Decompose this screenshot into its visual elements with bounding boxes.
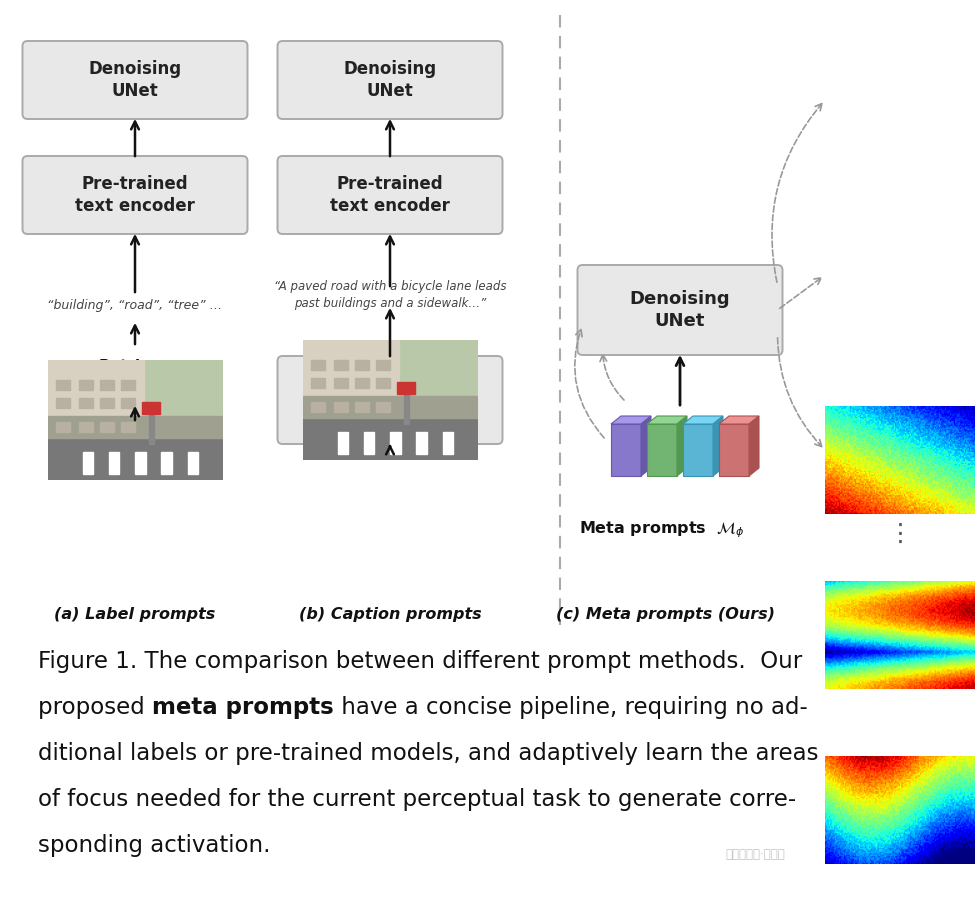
Text: Meta prompts  $\mathcal{M}_\phi$: Meta prompts $\mathcal{M}_\phi$ xyxy=(579,520,745,541)
Text: ditional labels or pre-trained models, and adaptively learn the areas: ditional labels or pre-trained models, a… xyxy=(38,742,818,765)
Text: of focus needed for the current perceptual task to generate corre-: of focus needed for the current perceptu… xyxy=(38,788,796,811)
Text: Pre-trained
captioning
model: Pre-trained captioning model xyxy=(337,369,443,431)
FancyBboxPatch shape xyxy=(577,265,782,355)
FancyBboxPatch shape xyxy=(277,356,503,444)
Polygon shape xyxy=(641,416,651,476)
Text: have a concise pipeline, requiring no ad-: have a concise pipeline, requiring no ad… xyxy=(334,696,808,719)
Text: Denoising
UNet: Denoising UNet xyxy=(88,60,181,100)
Text: Denoising
UNet: Denoising UNet xyxy=(630,290,730,330)
Text: meta prompts: meta prompts xyxy=(152,696,334,719)
Text: Pre-trained
text encoder: Pre-trained text encoder xyxy=(75,175,195,215)
Text: sponding activation.: sponding activation. xyxy=(38,834,270,857)
Text: proposed: proposed xyxy=(38,696,152,719)
Polygon shape xyxy=(749,416,759,476)
Text: “A paved road with a bicycle lane leads
past buildings and a sidewalk…”: “A paved road with a bicycle lane leads … xyxy=(273,280,507,310)
Polygon shape xyxy=(611,416,651,424)
Bar xyxy=(611,424,641,476)
Text: (b) Caption prompts: (b) Caption prompts xyxy=(299,608,481,622)
FancyBboxPatch shape xyxy=(23,156,248,234)
Text: Denoising
UNet: Denoising UNet xyxy=(343,60,436,100)
Text: (a) Label prompts: (a) Label prompts xyxy=(54,608,216,622)
FancyBboxPatch shape xyxy=(23,41,248,119)
Text: (c) Meta prompts (Ours): (c) Meta prompts (Ours) xyxy=(556,608,774,622)
Text: ⋮: ⋮ xyxy=(888,522,912,546)
Polygon shape xyxy=(677,416,687,476)
FancyBboxPatch shape xyxy=(277,41,503,119)
FancyBboxPatch shape xyxy=(277,156,503,234)
Text: Figure 1. The comparison between different prompt methods.  Our: Figure 1. The comparison between differe… xyxy=(38,650,803,673)
Bar xyxy=(719,424,749,476)
Text: “building”, “road”, “tree” …: “building”, “road”, “tree” … xyxy=(47,298,222,311)
Bar xyxy=(683,424,713,476)
Polygon shape xyxy=(647,416,687,424)
Bar xyxy=(647,424,677,476)
Text: 微信公众号·新智元: 微信公众号·新智元 xyxy=(725,848,785,862)
Polygon shape xyxy=(719,416,759,424)
Polygon shape xyxy=(683,416,723,424)
Text: Pre-trained
text encoder: Pre-trained text encoder xyxy=(330,175,450,215)
Text: Retrieve
category labels: Retrieve category labels xyxy=(69,359,201,391)
Polygon shape xyxy=(713,416,723,476)
